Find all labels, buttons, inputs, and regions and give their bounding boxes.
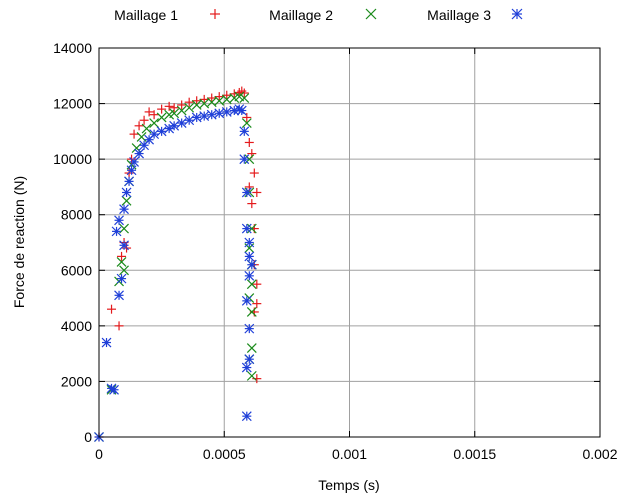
data-point-series-3 bbox=[127, 166, 136, 175]
y-tick-label: 14000 bbox=[53, 40, 92, 56]
y-tick-label: 4000 bbox=[61, 318, 92, 334]
data-point-series-3 bbox=[242, 224, 251, 233]
data-point-series-1 bbox=[135, 121, 144, 130]
x-axis-label: Temps (s) bbox=[318, 477, 379, 493]
data-point-series-1 bbox=[252, 299, 261, 308]
legend-marker-glyph bbox=[512, 9, 522, 19]
x-tick-label: 0.0015 bbox=[453, 446, 496, 462]
data-point-series-3 bbox=[115, 216, 124, 225]
legend-marker-1 bbox=[210, 9, 220, 19]
data-point-series-1 bbox=[245, 138, 254, 147]
legend-marker-glyph bbox=[210, 9, 220, 19]
data-point-series-3 bbox=[135, 149, 144, 158]
data-point-series-1 bbox=[115, 321, 124, 330]
data-point-series-1 bbox=[107, 305, 116, 314]
legend-marker-glyph bbox=[366, 9, 376, 19]
data-point-series-2 bbox=[122, 196, 131, 205]
data-point-series-3 bbox=[247, 260, 256, 269]
data-point-series-1 bbox=[130, 130, 139, 139]
data-point-series-3 bbox=[242, 412, 251, 421]
data-point-series-3 bbox=[122, 188, 131, 197]
legend-label-3: Maillage 3 bbox=[427, 7, 491, 23]
data-point-series-1 bbox=[250, 169, 259, 178]
data-point-series-1 bbox=[252, 280, 261, 289]
y-tick-label: 6000 bbox=[61, 262, 92, 278]
data-point-series-2 bbox=[150, 119, 159, 128]
data-point-series-3 bbox=[117, 274, 126, 283]
data-point-series-3 bbox=[240, 155, 249, 164]
data-point-series-3 bbox=[240, 127, 249, 136]
data-point-series-3 bbox=[242, 188, 251, 197]
legend-label-2: Maillage 2 bbox=[269, 7, 333, 23]
data-point-series-3 bbox=[102, 338, 111, 347]
legend: Maillage 1 Maillage 2 Maillage 3 bbox=[114, 7, 522, 23]
data-point-series-1 bbox=[247, 199, 256, 208]
data-point-series-3 bbox=[245, 355, 254, 364]
data-point-series-3 bbox=[120, 205, 129, 214]
data-points bbox=[95, 87, 262, 442]
data-point-series-3 bbox=[245, 271, 254, 280]
y-tick-label: 8000 bbox=[61, 207, 92, 223]
y-tick-label: 12000 bbox=[53, 96, 92, 112]
data-point-series-3 bbox=[120, 241, 129, 250]
legend-label-1: Maillage 1 bbox=[114, 7, 178, 23]
data-point-series-1 bbox=[200, 95, 209, 104]
data-point-series-2 bbox=[157, 113, 166, 122]
data-point-series-1 bbox=[240, 89, 249, 98]
data-point-series-3 bbox=[115, 291, 124, 300]
y-axis-label: Force de reaction (N) bbox=[11, 176, 27, 308]
data-point-series-3 bbox=[110, 385, 119, 394]
x-tick-label: 0.001 bbox=[332, 446, 367, 462]
data-point-series-2 bbox=[142, 124, 151, 133]
y-tick-label: 0 bbox=[84, 429, 92, 445]
data-point-series-3 bbox=[125, 177, 134, 186]
data-point-series-1 bbox=[207, 94, 216, 103]
data-point-series-1 bbox=[222, 91, 231, 100]
data-point-series-3 bbox=[242, 363, 251, 372]
data-point-series-3 bbox=[242, 296, 251, 305]
x-tick-label: 0 bbox=[95, 446, 103, 462]
data-point-series-3 bbox=[245, 324, 254, 333]
data-point-series-1 bbox=[215, 92, 224, 101]
data-point-series-1 bbox=[252, 188, 261, 197]
legend-marker-2 bbox=[366, 9, 376, 19]
data-point-series-3 bbox=[130, 157, 139, 166]
x-tick-label: 0.002 bbox=[582, 446, 617, 462]
y-tick-label: 2000 bbox=[61, 373, 92, 389]
legend-marker-3 bbox=[512, 9, 522, 19]
y-tick-label: 10000 bbox=[53, 151, 92, 167]
data-point-series-3 bbox=[245, 252, 254, 261]
data-point-series-3 bbox=[112, 227, 121, 236]
data-point-series-2 bbox=[247, 344, 256, 353]
data-point-series-3 bbox=[237, 106, 246, 115]
data-point-series-2 bbox=[247, 371, 256, 380]
x-tick-label: 0.0005 bbox=[203, 446, 246, 462]
data-point-series-3 bbox=[245, 238, 254, 247]
data-point-series-1 bbox=[140, 116, 149, 125]
